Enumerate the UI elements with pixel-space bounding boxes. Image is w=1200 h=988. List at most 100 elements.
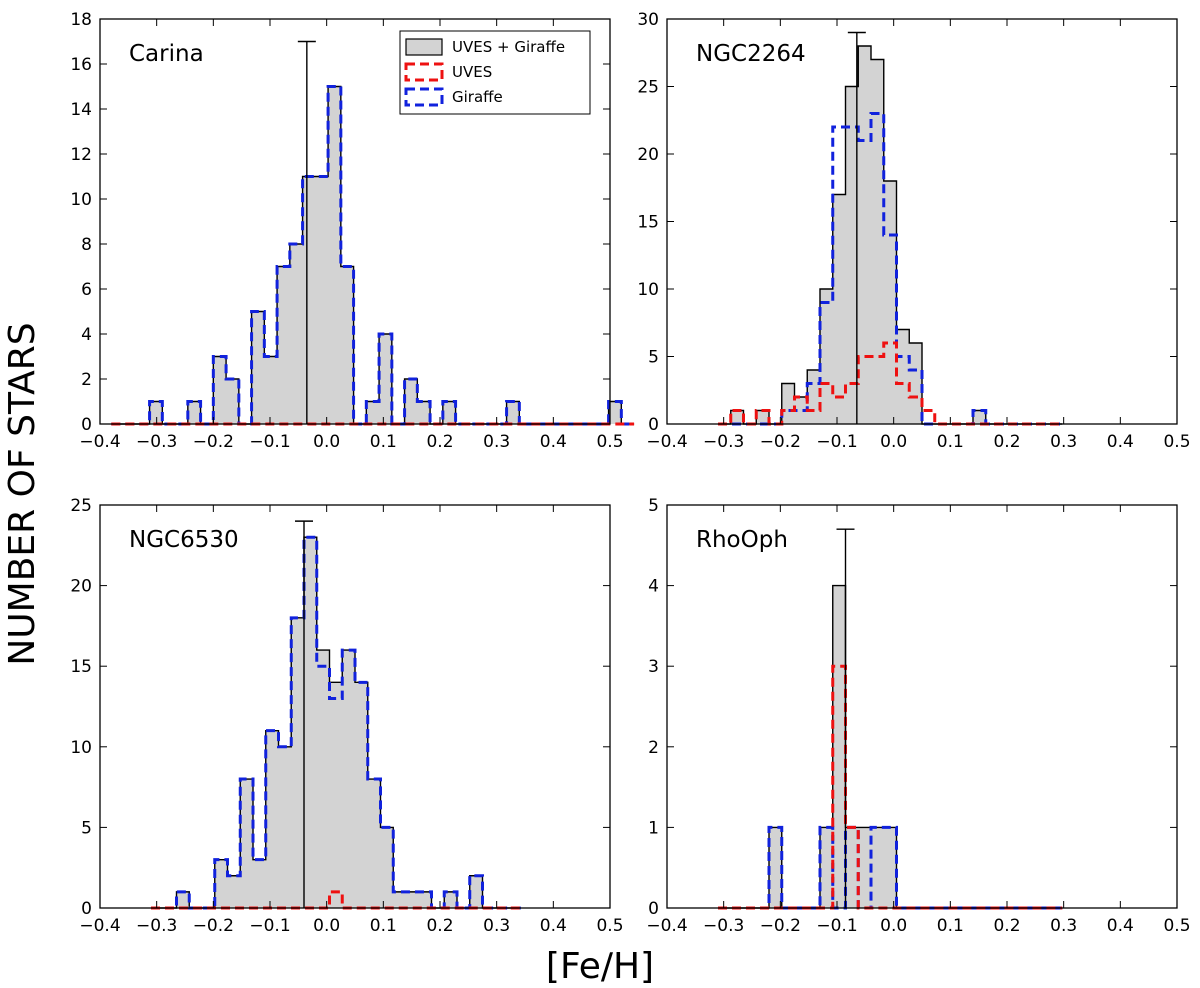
y-tick-label: 30 xyxy=(637,10,659,30)
hist-bar xyxy=(820,827,833,908)
y-tick-label: 20 xyxy=(70,577,92,597)
x-tick-label: −0.1 xyxy=(816,432,857,452)
hist-bar xyxy=(871,59,884,424)
panel-title-ngc6530: NGC6530 xyxy=(129,527,239,553)
hist-bar xyxy=(871,827,884,908)
hist-bar xyxy=(278,746,292,908)
y-tick-label: 15 xyxy=(637,213,659,233)
x-tick-label: −0.1 xyxy=(249,432,290,452)
hist-bar xyxy=(240,779,253,908)
hist-bar xyxy=(264,356,278,424)
hist-bar xyxy=(380,827,394,908)
hist-bar xyxy=(226,379,239,424)
hist-bar xyxy=(291,617,304,908)
x-tick-label: 0.0 xyxy=(313,916,340,936)
x-tick-label: 0.3 xyxy=(1050,432,1077,452)
hist-bar xyxy=(769,827,782,908)
x-tick-label: 0.2 xyxy=(993,432,1020,452)
hist-bar xyxy=(366,401,380,424)
hist-bar xyxy=(973,410,986,424)
y-tick-label: 0 xyxy=(81,415,92,435)
figure-xlabel: [Fe/H] xyxy=(546,946,654,987)
y-tick-label: 8 xyxy=(81,235,92,255)
hist-bar xyxy=(328,86,341,424)
hist-bar xyxy=(807,370,820,424)
hist-bar xyxy=(187,401,201,424)
y-tick-label: 18 xyxy=(70,10,92,30)
hist-bar xyxy=(342,650,355,908)
panel-title-rhooph: RhoOph xyxy=(696,527,788,553)
x-tick-label: −0.1 xyxy=(816,916,857,936)
hist-bar xyxy=(302,176,316,424)
x-tick-label: 0.1 xyxy=(370,432,397,452)
hist-bar xyxy=(418,891,432,908)
hist-bar xyxy=(277,266,290,424)
plot-frame xyxy=(666,504,1178,909)
y-tick-label: 15 xyxy=(70,657,92,677)
y-tick-label: 10 xyxy=(70,738,92,758)
hist-bar xyxy=(176,891,190,908)
hist-bar xyxy=(781,383,795,424)
y-tick-label: 6 xyxy=(81,280,92,300)
hist-bar xyxy=(289,244,303,424)
legend-label-uves: UVES xyxy=(452,63,492,81)
x-tick-label: 0.4 xyxy=(540,916,567,936)
x-tick-label: −0.1 xyxy=(249,916,290,936)
hist-bar xyxy=(265,730,279,908)
legend-label-giraffe: Giraffe xyxy=(452,88,503,106)
y-tick-label: 5 xyxy=(81,818,92,838)
y-tick-label: 25 xyxy=(637,78,659,98)
hist-bar xyxy=(858,827,871,908)
hist-bar xyxy=(794,397,808,424)
hist-bar xyxy=(315,176,329,424)
hist-bar xyxy=(340,266,354,424)
hist-bar xyxy=(730,410,744,424)
panel-rhooph: −0.4 −0.3 −0.2 −0.1 0.0 0.1 0.2 0.3 0.4 0.5 0 1 2 3 4 5… xyxy=(646,496,1190,936)
hist-bar xyxy=(469,875,483,908)
hist-bar xyxy=(316,650,330,908)
hist-bar xyxy=(329,682,343,908)
hist-bar xyxy=(608,401,622,424)
hist-bar xyxy=(845,86,859,424)
y-tick-label: 20 xyxy=(637,145,659,165)
panel-ngc2264: −0.4 −0.3 −0.2 −0.1 0.0 0.1 0.2 0.3 0.4 0.5 0 5 10 15… xyxy=(637,10,1190,452)
hist-bar xyxy=(858,46,871,424)
x-tick-label: 0.3 xyxy=(483,916,510,936)
x-tick-label: −0.4 xyxy=(79,916,120,936)
hist-bar xyxy=(417,401,431,424)
x-tick-label: −0.4 xyxy=(79,432,120,452)
panel-title-carina: Carina xyxy=(129,41,204,67)
x-tick-label: 0.2 xyxy=(993,916,1020,936)
hist-bar xyxy=(149,401,163,424)
hist-bar xyxy=(909,343,922,424)
legend-swatch-combined xyxy=(405,38,443,56)
hist-bar xyxy=(253,859,266,908)
hist-bar xyxy=(506,401,520,424)
hist-bar xyxy=(444,891,457,908)
x-tick-label: 0.2 xyxy=(426,432,453,452)
x-tick-label: 0.0 xyxy=(880,916,907,936)
hist-bar xyxy=(214,859,228,908)
x-tick-label: −0.3 xyxy=(703,916,744,936)
hist-giraffe-line xyxy=(111,85,635,426)
y-tick-label: 4 xyxy=(81,325,92,345)
plot-frame xyxy=(99,504,611,909)
x-tick-label: −0.2 xyxy=(760,432,801,452)
x-tick-label: −0.2 xyxy=(760,916,801,936)
x-tick-label: 0.3 xyxy=(1050,916,1077,936)
hist-bar xyxy=(227,875,241,908)
y-tick-label: 2 xyxy=(648,738,659,758)
hist-bar xyxy=(406,891,419,908)
hist-bar xyxy=(379,334,392,424)
y-tick-label: 3 xyxy=(648,657,659,677)
x-tick-label: 0.0 xyxy=(313,432,340,452)
x-tick-label: 0.5 xyxy=(596,916,623,936)
hist-giraffe-line xyxy=(718,112,1063,426)
y-tick-label: 16 xyxy=(70,55,92,75)
hist-bar xyxy=(393,891,406,908)
hist-giraffe-line xyxy=(151,535,521,910)
legend-swatch-uves xyxy=(404,62,444,82)
legend-label-combined: UVES + Giraffe xyxy=(452,38,565,56)
hist-bar xyxy=(213,356,227,424)
